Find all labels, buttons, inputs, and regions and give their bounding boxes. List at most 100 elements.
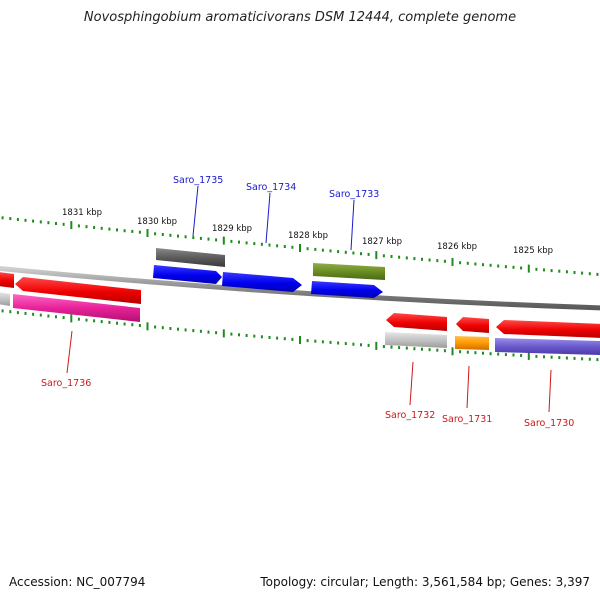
upper-ruler-minor-tick: [497, 264, 500, 268]
upper-ruler-minor-tick: [382, 254, 385, 258]
lower-ruler-minor-tick: [47, 314, 50, 318]
leader-line-saro-1730: [548, 369, 552, 413]
lower-ruler-minor-tick: [459, 350, 462, 354]
gene-arrow-saro-1732[interactable]: [386, 313, 447, 331]
lower-ruler-minor-tick: [245, 334, 248, 337]
genome-summary-text: Topology: circular; Length: 3,561,584 bp…: [260, 575, 590, 589]
upper-ruler-minor-tick: [581, 271, 584, 275]
lower-ruler-minor-tick: [558, 356, 561, 360]
upper-ruler-minor-tick: [85, 225, 88, 229]
gene-label-saro-1730[interactable]: Saro_1730: [524, 418, 574, 429]
upper-ruler-minor-tick: [1, 216, 4, 220]
upper-ruler-minor-tick: [329, 249, 332, 253]
upper-ruler-minor-tick: [512, 265, 515, 269]
upper-ruler-minor-tick: [184, 235, 187, 239]
cog-bar-saro-1735[interactable]: [156, 248, 225, 267]
lower-ruler-minor-tick: [215, 331, 218, 335]
upper-ruler-minor-tick: [177, 234, 179, 238]
upper-ruler-minor-tick: [466, 261, 469, 265]
gene-label-saro-1735[interactable]: Saro_1735: [173, 175, 223, 186]
upper-ruler-minor-tick: [24, 218, 27, 222]
lower-ruler-minor-tick: [16, 311, 19, 315]
upper-ruler-minor-tick: [405, 256, 408, 260]
lower-ruler-minor-tick: [24, 311, 27, 315]
upper-ruler-minor-tick: [314, 247, 317, 251]
gene-arrow-saro-1735[interactable]: [153, 265, 222, 284]
lower-ruler-minor-tick: [550, 355, 553, 359]
upper-ruler-minor-tick: [550, 269, 553, 273]
lower-ruler-minor-tick: [260, 335, 263, 339]
lower-ruler-minor-tick: [321, 340, 324, 344]
gene-label-saro-1732[interactable]: Saro_1732: [385, 410, 435, 421]
upper-ruler-minor-tick: [482, 263, 484, 267]
lower-ruler-minor-tick: [405, 346, 408, 350]
lower-ruler-minor-tick: [482, 351, 484, 355]
upper-ruler-minor-tick: [443, 259, 446, 263]
lower-ruler-minor-tick: [596, 358, 599, 362]
lower-ruler-minor-tick: [306, 339, 309, 343]
gene-arrow-left-edge[interactable]: [0, 272, 14, 288]
cog-bar-saro-1732[interactable]: [385, 332, 447, 348]
gene-label-saro-1736[interactable]: Saro_1736: [41, 378, 91, 389]
cog-bar-saro-1731[interactable]: [455, 336, 489, 350]
gene-arrow-saro-1731[interactable]: [456, 317, 489, 333]
lower-ruler-minor-tick: [93, 319, 96, 323]
lower-ruler-minor-tick: [192, 329, 195, 333]
gene-arrow-saro-1733[interactable]: [311, 281, 383, 298]
lower-ruler-minor-tick: [1, 309, 4, 313]
lower-ruler-minor-tick: [55, 315, 57, 319]
lower-ruler-minor-tick: [161, 326, 164, 330]
upper-ruler-minor-tick: [504, 265, 507, 269]
cog-bar-saro-1733[interactable]: [313, 263, 385, 280]
upper-ruler-minor-tick: [230, 239, 233, 243]
lower-ruler-minor-tick: [543, 355, 545, 359]
upper-ruler-minor-tick: [192, 236, 195, 240]
lower-ruler-minor-tick: [466, 350, 469, 354]
lower-ruler-minor-tick: [398, 346, 401, 350]
leader-line-saro-1736: [66, 330, 73, 374]
cog-bar-saro-1736[interactable]: [13, 294, 140, 322]
leader-line-saro-1731: [466, 365, 470, 409]
gene-arrow-saro-1734[interactable]: [222, 272, 302, 292]
cog-bar-saro-1730[interactable]: [495, 338, 600, 355]
lower-ruler-minor-tick: [421, 347, 423, 351]
ruler-label-1829: 1829 kbp: [212, 224, 252, 234]
gene-label-saro-1734[interactable]: Saro_1734: [246, 182, 296, 193]
upper-ruler-minor-tick: [131, 229, 134, 233]
upper-ruler-minor-tick: [169, 233, 172, 237]
lower-ruler-minor-tick: [520, 354, 523, 357]
gene-label-saro-1731[interactable]: Saro_1731: [442, 414, 492, 425]
lower-ruler-major-tick: [375, 341, 378, 350]
lower-ruler-minor-tick: [116, 321, 118, 325]
upper-ruler-minor-tick: [253, 242, 256, 246]
upper-ruler-minor-tick: [116, 228, 118, 232]
lower-ruler-minor-tick: [207, 330, 210, 334]
upper-ruler-minor-tick: [268, 243, 271, 247]
lower-ruler-major-tick: [451, 347, 454, 356]
upper-ruler-major-tick: [222, 236, 225, 245]
gene-arrow-saro-1736[interactable]: [15, 277, 141, 304]
upper-ruler-minor-tick: [428, 258, 431, 262]
lower-ruler-minor-tick: [581, 357, 584, 361]
lower-ruler-minor-tick: [474, 351, 477, 355]
gene-label-saro-1733[interactable]: Saro_1733: [329, 189, 379, 200]
upper-ruler-major-tick: [299, 244, 301, 252]
lower-ruler-minor-tick: [131, 323, 134, 327]
lower-ruler-minor-tick: [504, 353, 507, 357]
genome-backbone: [0, 265, 600, 311]
lower-ruler-minor-tick: [100, 320, 103, 324]
accession-text: Accession: NC_007794: [9, 575, 146, 589]
ruler-label-1828: 1828 kbp: [288, 231, 328, 241]
lower-ruler-minor-tick: [535, 354, 538, 358]
ruler-label-1826: 1826 kbp: [437, 242, 477, 252]
upper-ruler-minor-tick: [588, 272, 591, 276]
cog-bar-left-edge[interactable]: [0, 292, 10, 306]
upper-ruler-minor-tick: [398, 255, 401, 259]
gene-arrow-saro-1730[interactable]: [496, 320, 600, 338]
lower-ruler-minor-tick: [291, 337, 294, 341]
lower-ruler-minor-tick: [177, 327, 179, 331]
upper-ruler-minor-tick: [260, 242, 263, 246]
upper-ruler-minor-tick: [215, 238, 218, 242]
ruler-label-1831: 1831 kbp: [62, 208, 102, 218]
